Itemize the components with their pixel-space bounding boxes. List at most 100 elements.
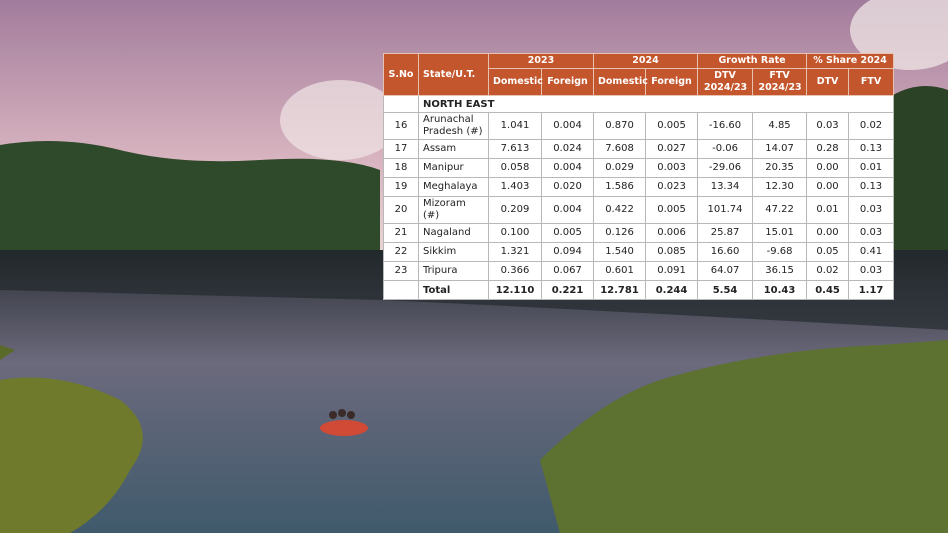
- table-cell: 22: [383, 242, 419, 262]
- table-cell: Nagaland: [418, 223, 489, 243]
- table-cell: 0.41: [848, 242, 895, 262]
- table-cell: 0.058: [488, 158, 542, 178]
- table-cell: 16.60: [697, 242, 754, 262]
- table-cell: 0.100: [488, 223, 542, 243]
- column-header-text: Foreign: [651, 76, 692, 87]
- table-row: 19 Meghalaya 1.403 0.020 1.586 0.023 13.34 12.3…: [383, 177, 895, 197]
- table-cell: 25.87: [697, 223, 754, 243]
- column-header: State/U.T.: [418, 53, 489, 96]
- table-cell: 0.085: [645, 242, 699, 262]
- total-row: Total 12.110 0.221 12.781 0.244 5.54 10.43 0.45…: [383, 280, 895, 300]
- table-cell: 1.041: [488, 112, 542, 140]
- table-cell: 0.094: [540, 242, 595, 262]
- table-row: 16 Arunachal Pradesh (#) 1.041 0.004 0.870 0.…: [383, 112, 895, 140]
- table-cell: 1.586: [593, 177, 647, 197]
- table-cell: 19: [383, 177, 419, 197]
- table-cell: Manipur: [418, 158, 489, 178]
- cell: [383, 95, 419, 113]
- column-header: Domestic: [488, 68, 543, 96]
- column-header-text: DTV 2024/23: [704, 70, 748, 93]
- table-cell: 47.22: [752, 196, 808, 224]
- group-header: 2024: [593, 53, 699, 69]
- table-row: 18 Manipur 0.058 0.004 0.029 0.003 -29.06 20.35…: [383, 158, 895, 178]
- total-cell: 1.17: [848, 280, 895, 300]
- table-cell: 14.07: [752, 139, 808, 159]
- table-cell: 7.613: [488, 139, 542, 159]
- table-row: 23 Tripura 0.366 0.067 0.601 0.091 64.07 36.15 0…: [383, 261, 895, 281]
- table-cell: 0.024: [540, 139, 595, 159]
- table-cell: 0.870: [593, 112, 647, 140]
- column-header: Foreign: [540, 68, 595, 96]
- table-cell: 4.85: [752, 112, 808, 140]
- group-header: Growth Rate: [697, 53, 808, 69]
- table-cell: -29.06: [697, 158, 754, 178]
- table-cell: 0.006: [645, 223, 699, 243]
- table-cell: Sikkim: [418, 242, 489, 262]
- cell: [383, 280, 419, 300]
- data-table: S.No State/U.T. 2023 2024 Growth Rate% Share…: [383, 53, 895, 300]
- table-row: 17 Assam 7.613 0.024 7.608 0.027 -0.06 14.07 0.2…: [383, 139, 895, 159]
- table-row: 21 Nagaland 0.100 0.005 0.126 0.006 25.87 15.01…: [383, 223, 895, 243]
- column-header: S.No: [383, 53, 419, 96]
- table-cell: 0.023: [645, 177, 699, 197]
- total-cell: 10.43: [752, 280, 808, 300]
- total-cell: 0.45: [806, 280, 850, 300]
- table-cell: 0.03: [848, 196, 895, 224]
- table-cell: 12.30: [752, 177, 808, 197]
- total-cell: 5.54: [697, 280, 754, 300]
- group-header: % Share 2024: [806, 53, 895, 69]
- column-header-text: Domestic: [598, 76, 648, 87]
- table-cell: 0.005: [540, 223, 595, 243]
- column-header: DTV 2024/23: [697, 68, 754, 96]
- table-cell: 0.126: [593, 223, 647, 243]
- header-row: S.No State/U.T. 2023 2024 Growth Rate% Share…: [383, 53, 895, 96]
- table-cell: 0.422: [593, 196, 647, 224]
- table-cell: 0.003: [645, 158, 699, 178]
- table-cell: 0.366: [488, 261, 542, 281]
- column-header: FTV 2024/23: [752, 68, 808, 96]
- table-cell: 20.35: [752, 158, 808, 178]
- table-cell: 0.03: [848, 261, 895, 281]
- table-cell: Mizoram (#): [418, 196, 489, 224]
- column-header: Foreign: [645, 68, 699, 96]
- table-cell: 0.02: [806, 261, 850, 281]
- table-cell: 0.00: [806, 158, 850, 178]
- table-cell: 0.020: [540, 177, 595, 197]
- group-header: 2023: [487, 53, 595, 69]
- table-cell: 1.321: [488, 242, 542, 262]
- table-cell: 101.74: [697, 196, 754, 224]
- table-cell: 23: [383, 261, 419, 281]
- table-cell: 17: [383, 139, 419, 159]
- total-label: Total: [418, 280, 489, 300]
- table-cell: -0.06: [697, 139, 754, 159]
- table-cell: 0.004: [540, 158, 595, 178]
- table-cell: -9.68: [752, 242, 808, 262]
- table-cell: 0.601: [593, 261, 647, 281]
- table-cell: 1.540: [593, 242, 647, 262]
- table-cell: Assam: [418, 139, 489, 159]
- table-cell: 18: [383, 158, 419, 178]
- table-cell: Arunachal Pradesh (#): [418, 112, 489, 140]
- table-row: 20 Mizoram (#) 0.209 0.004 0.422 0.005 101.74 4…: [383, 196, 895, 224]
- table-cell: 0.03: [806, 112, 850, 140]
- column-header: DTV: [806, 68, 850, 96]
- column-header-text: Foreign: [547, 76, 588, 87]
- table-cell: 1.403: [488, 177, 542, 197]
- table-cell: 0.00: [806, 177, 850, 197]
- column-header: Domestic: [593, 68, 648, 96]
- table-cell: 0.209: [488, 196, 542, 224]
- table-cell: 13.34: [697, 177, 754, 197]
- total-cell: 0.244: [645, 280, 699, 300]
- table-cell: 21: [383, 223, 419, 243]
- column-header-text: FTV: [860, 76, 882, 87]
- table-cell: 0.004: [540, 112, 595, 140]
- table-cell: 36.15: [752, 261, 808, 281]
- section-row: NORTH EAST: [383, 95, 895, 113]
- table-cell: 64.07: [697, 261, 754, 281]
- table-cell: 0.03: [848, 223, 895, 243]
- table-cell: 0.05: [806, 242, 850, 262]
- table-cell: 0.13: [848, 139, 895, 159]
- table-cell: 0.004: [540, 196, 595, 224]
- section-label: NORTH EAST: [417, 95, 895, 113]
